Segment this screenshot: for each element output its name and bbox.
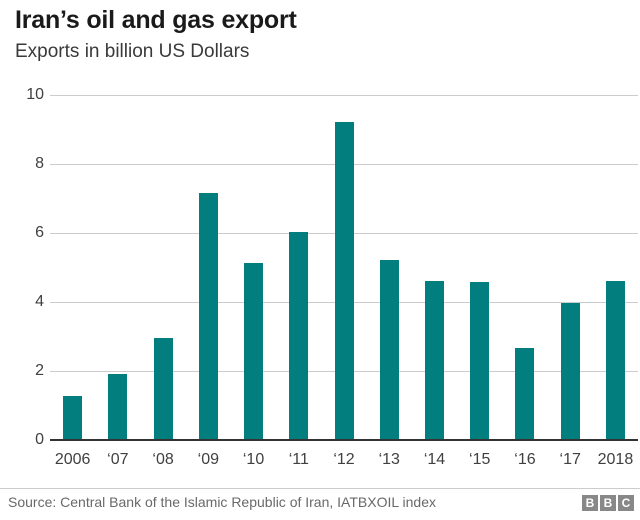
x-axis-tick-label: ‘08 [152,451,174,468]
x-axis-tick-label: ‘16 [514,451,536,468]
bar-cell: ‘15 [457,96,502,468]
footer-divider [0,488,640,489]
x-axis-tick-label: ‘10 [242,451,265,468]
bar-cell: ‘14 [412,96,457,468]
y-axis-tick-label: 6 [35,224,44,241]
x-axis-tick-label: ‘15 [469,451,491,468]
y-axis-tick-label: 2 [35,362,44,379]
x-axis-tick-label: ‘12 [333,451,355,468]
x-axis-tick-label: ‘17 [559,451,581,468]
bbc-logo-letter: B [582,495,598,511]
bar-cell: ‘08 [140,96,185,468]
bar [289,232,309,441]
bar [63,396,83,441]
y-axis-tick-label: 4 [35,293,44,310]
x-axis-tick-label: 2018 [597,451,634,468]
x-axis-tick-label: ‘13 [378,451,400,468]
bar [560,303,580,441]
bar-cell: ‘17 [548,96,593,468]
bar [244,263,264,441]
bar-cell: 2006 [50,96,95,468]
x-axis-tick-label: 2006 [54,451,91,468]
bar [605,280,625,441]
x-axis-tick-label: ‘09 [197,451,219,468]
bbc-logo-letter: B [600,495,616,511]
bar-cell: ‘07 [95,96,140,468]
page-title: Iran’s oil and gas export [15,6,297,34]
bar-cell: ‘16 [502,96,547,468]
bar-cell: ‘11 [276,96,321,468]
chart-subtitle: Exports in billion US Dollars [15,41,250,62]
y-axis-tick-label: 0 [35,431,44,448]
x-axis-tick-label: ‘11 [288,451,309,468]
y-axis-tick-label: 10 [26,86,44,103]
bar [379,259,399,441]
bar-cell: ‘09 [186,96,231,468]
x-axis-tick-label: ‘14 [423,451,446,468]
bar [424,280,444,441]
bbc-logo-letter: C [618,495,634,511]
bbc-logo: B B C [582,495,634,511]
bar-cell: ‘13 [367,96,412,468]
x-axis-tick-label: ‘07 [107,451,129,468]
bar-cell: 2018 [593,96,638,468]
source-caption: Source: Central Bank of the Islamic Repu… [8,494,436,510]
bar [470,282,490,441]
bar-cell: ‘10 [231,96,276,468]
y-axis-tick-label: 8 [35,155,44,172]
bars-container: 2006 ‘07 ‘08 ‘09 ‘10 ‘11 ‘12 ‘13 ‘14 ‘15 ‘16 ‘17 201… [50,96,638,468]
bar-cell: ‘12 [321,96,366,468]
bar [153,337,173,441]
bar [515,347,535,441]
gridline [50,95,638,96]
bar-chart-plot-area: 0 2 4 6 8 10 2006 ‘07 ‘08 ‘09 ‘10 ‘11 ‘12 ‘13 ‘14 ‘15 ‘1… [26,86,638,468]
bar [334,121,354,441]
bar [198,192,218,441]
bar [108,373,128,441]
x-axis-line [50,439,638,441]
